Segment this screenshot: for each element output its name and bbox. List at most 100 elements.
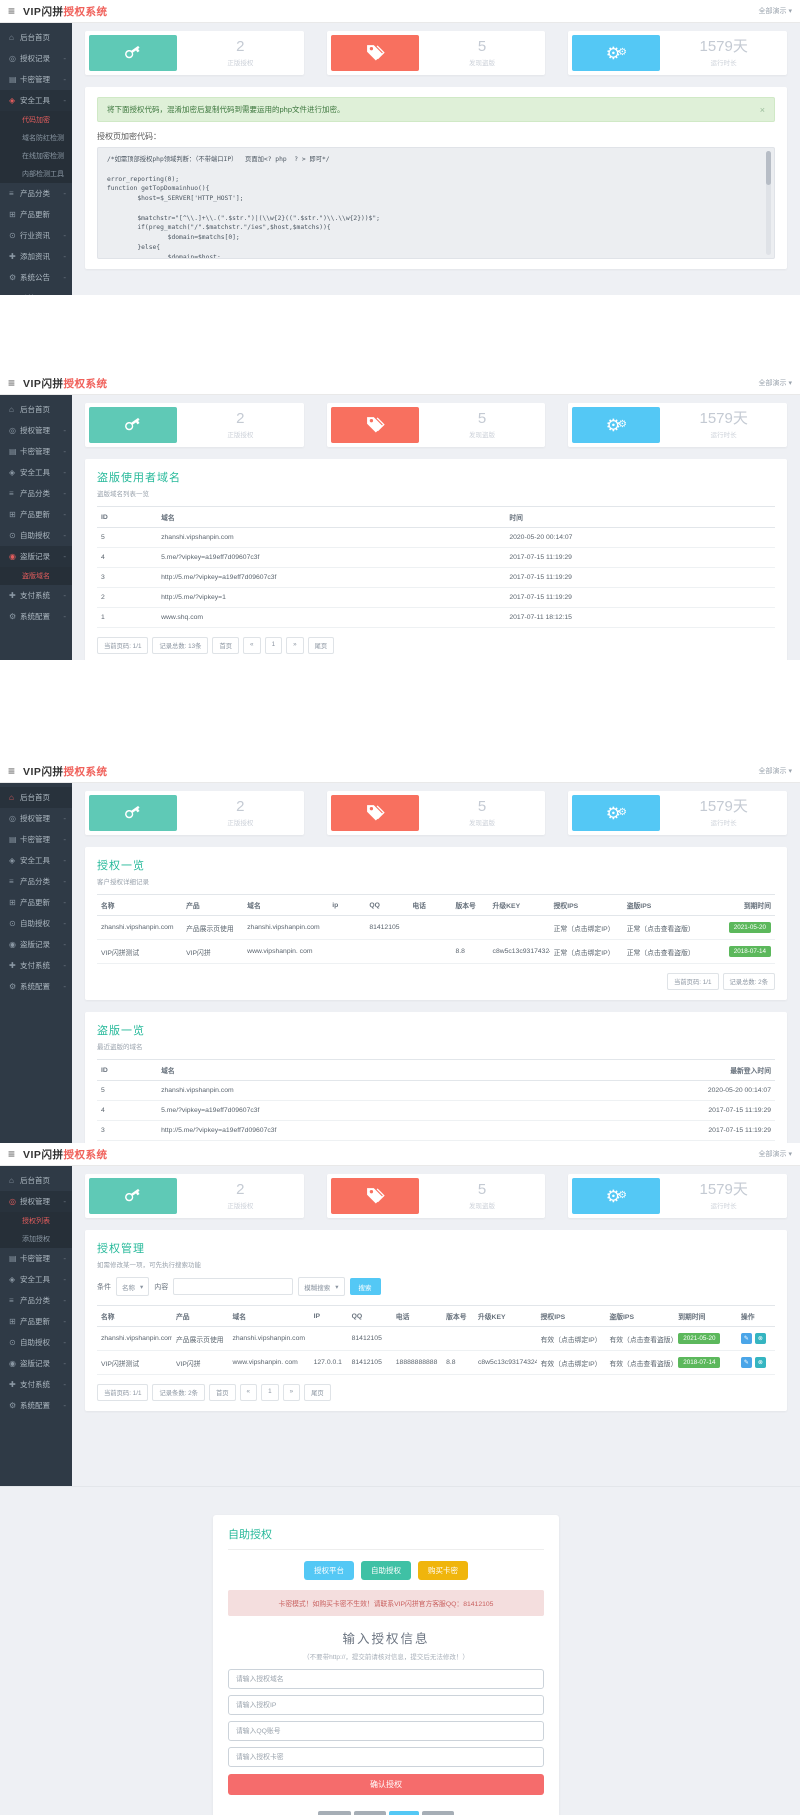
auth-top-button-0[interactable]: 授权平台 (304, 1561, 354, 1580)
match-mode-select[interactable]: 模糊搜索 ▾ (298, 1277, 345, 1296)
sidebar-item-4[interactable]: ≡ 产品分类 - (0, 183, 72, 204)
sidebar-item-6[interactable]: ⊙ 自助授权 - (0, 913, 72, 934)
sidebar-item-5[interactable]: ⊞ 产品更新 - (0, 892, 72, 913)
pagination-button[interactable]: 首页 (208, 1384, 236, 1401)
edit-button[interactable]: ✎ (740, 1357, 752, 1368)
sidebar-item-4[interactable]: ≡ 产品分类 - (0, 1290, 72, 1311)
edit-button[interactable]: ✎ (740, 1333, 752, 1344)
table-cell: http://5.me/?vipkey=1 (157, 587, 506, 608)
auth-footer-button-帮助[interactable]: ⊙帮助 (353, 1811, 386, 1815)
pagination-button[interactable]: 1 (261, 1384, 279, 1401)
sidebar-item-8[interactable]: ✚ 支付系统 - (0, 1374, 72, 1395)
pagination-button[interactable]: 1 (264, 637, 283, 654)
auth-footer-button-官网[interactable]: ⌂官网 (388, 1811, 419, 1815)
close-icon[interactable]: × (759, 104, 765, 115)
sidebar-item-9[interactable]: ⚙ 系统配置 - (0, 976, 72, 997)
pagination-button[interactable]: 尾页 (307, 637, 335, 654)
php-code: /*如需顶部授权php领域判断：（不带端口IP） 页面加<? php ? > 即… (107, 156, 380, 259)
search-input[interactable] (173, 1278, 294, 1295)
scrollbar-thumb[interactable] (766, 151, 771, 185)
sidebar-item-9[interactable]: ⚙ 系统配置 - (0, 1395, 72, 1416)
sidebar-item-3[interactable]: ◈ 安全工具 - (0, 90, 72, 111)
del-button[interactable]: ⊗ (754, 1333, 766, 1344)
sidebar-item-2[interactable]: ▤ 卡密管理 - (0, 69, 72, 90)
sidebar-subitem[interactable]: 代码加密 (0, 111, 72, 129)
sidebar-item-8[interactable]: ⚙ 系统公告 - (0, 267, 72, 288)
sidebar-item-5[interactable]: ⊞ 产品更新 - (0, 504, 72, 525)
navbar-user-menu[interactable]: 全部演示 ▾ (758, 768, 792, 775)
sidebar-item-1[interactable]: ◎ 授权管理 - (0, 808, 72, 829)
sidebar-item-6[interactable]: ⊙ 自助授权 - (0, 525, 72, 546)
pagination-button[interactable]: « (239, 1384, 258, 1401)
collapse-indicator-icon: - (63, 552, 66, 561)
sidebar-item-7[interactable]: ✚ 添加资讯 - (0, 246, 72, 267)
sidebar-item-3[interactable]: ◈ 安全工具 - (0, 1269, 72, 1290)
sidebar-item-3[interactable]: ◈ 安全工具 - (0, 462, 72, 483)
menu-icon[interactable]: ≡ (8, 376, 16, 390)
navbar-user-menu[interactable]: 全部演示 ▾ (758, 1151, 792, 1158)
table-cell (408, 915, 452, 940)
del-button[interactable]: ⊗ (754, 1357, 766, 1368)
sidebar-item-7[interactable]: ◉ 盗版记录 - (0, 1353, 72, 1374)
sidebar-item-6[interactable]: ⊙ 行业资讯 - (0, 225, 72, 246)
table-cell: 2021-05-20 (674, 1326, 737, 1351)
auth-footer-button-模板[interactable]: ▤模板 (318, 1811, 351, 1815)
sidebar-item-8[interactable]: ✚ 支付系统 - (0, 955, 72, 976)
sidebar-subitem[interactable]: 添加授权 (0, 1230, 72, 1248)
auth-footer-button-反馈[interactable]: ✎反馈 (421, 1811, 454, 1815)
sidebar-item-6[interactable]: ⊙ 自助授权 - (0, 1332, 72, 1353)
sidebar-item-0[interactable]: ⌂ 后台首页 (0, 399, 72, 420)
sidebar-item-3[interactable]: ◈ 安全工具 - (0, 850, 72, 871)
auth-input-2[interactable] (228, 1721, 544, 1741)
pagination-button[interactable]: « (243, 637, 261, 654)
sidebar-item-7[interactable]: ◉ 盗版记录 - (0, 934, 72, 955)
sidebar-subitem[interactable]: 授权列表 (0, 1212, 72, 1230)
navbar-user-menu[interactable]: 全部演示 ▾ (758, 380, 792, 387)
auth-input-1[interactable] (228, 1695, 544, 1715)
sidebar-item-9[interactable]: ⚙ 系统配置 - (0, 606, 72, 627)
sidebar-item-9[interactable]: ◉系统配置 - (0, 288, 72, 295)
code-block[interactable]: /*如需顶部授权php领域判断：（不带端口IP） 页面加<? php ? > 即… (97, 147, 775, 259)
condition-select[interactable]: 名称 ▾ (116, 1277, 150, 1296)
navbar-user-menu[interactable]: 全部演示 ▾ (758, 8, 792, 15)
sidebar-item-1[interactable]: ◎ 授权管理 - (0, 1191, 72, 1212)
pagination-button[interactable]: » (286, 637, 304, 654)
search-button[interactable]: 搜索 (349, 1278, 381, 1295)
pagination-info: 当前页码: 1/1 (97, 1384, 149, 1401)
sidebar-item-7[interactable]: ◉ 盗版记录 - (0, 546, 72, 567)
sidebar-item-4[interactable]: ≡ 产品分类 - (0, 871, 72, 892)
menu-icon[interactable]: ≡ (8, 764, 16, 778)
sidebar-subitem[interactable]: 在线加密检测 (0, 147, 72, 165)
sidebar-item-4[interactable]: ≡ 产品分类 - (0, 483, 72, 504)
auth-footer-buttons: ▤模板⊙帮助⌂官网✎反馈 (228, 1811, 544, 1815)
confirm-auth-button[interactable]: 确认授权 (228, 1774, 544, 1795)
sidebar-subitem[interactable]: 盗版域名 (0, 567, 72, 585)
sidebar-subitem[interactable]: 内部检测工具 (0, 165, 72, 183)
sidebar-item-2[interactable]: ▤ 卡密管理 - (0, 1248, 72, 1269)
sidebar-item-5[interactable]: ⊞ 产品更新 (0, 204, 72, 225)
sidebar-item-2[interactable]: ▤ 卡密管理 - (0, 829, 72, 850)
sidebar-item-5[interactable]: ⊞ 产品更新 - (0, 1311, 72, 1332)
brand-suffix: 授权系统 (63, 1148, 108, 1161)
sidebar-item-1[interactable]: ◎ 授权管理 - (0, 420, 72, 441)
auth-input-3[interactable] (228, 1747, 544, 1767)
table-cell: 2018-07-14 (701, 939, 775, 964)
auth-top-button-2[interactable]: 购买卡密 (418, 1561, 468, 1580)
sidebar-item-1[interactable]: ◎ 授权记录 - (0, 48, 72, 69)
sidebar-item-0[interactable]: ⌂ 后台首页 (0, 1170, 72, 1191)
sidebar-subitem[interactable]: 域名防红检测 (0, 129, 72, 147)
sidebar-item-2[interactable]: ▤ 卡密管理 - (0, 441, 72, 462)
pagination-button[interactable]: » (282, 1384, 301, 1401)
auth-top-button-1[interactable]: 自助授权 (361, 1561, 411, 1580)
sidebar-item-0[interactable]: ⌂ 后台首页 (0, 27, 72, 48)
pirate-list-table: ID 域名 最新登入时间 5 zhanshi.vipshanpin.com 2020-05… (97, 1059, 775, 1143)
auth-subheading: （不要带http://，提交前请核对信息，提交后无法修改！） (303, 1654, 469, 1661)
pagination-button[interactable]: 尾页 (304, 1384, 331, 1401)
pagination-button[interactable]: 首页 (212, 637, 240, 654)
sidebar-item-label: 自助授权 (20, 531, 50, 540)
menu-icon[interactable]: ≡ (8, 1147, 16, 1161)
sidebar-item-0[interactable]: ⌂ 后台首页 (0, 787, 72, 808)
auth-input-0[interactable] (228, 1669, 544, 1689)
menu-icon[interactable]: ≡ (8, 4, 16, 18)
sidebar-item-8[interactable]: ✚ 支付系统 - (0, 585, 72, 606)
